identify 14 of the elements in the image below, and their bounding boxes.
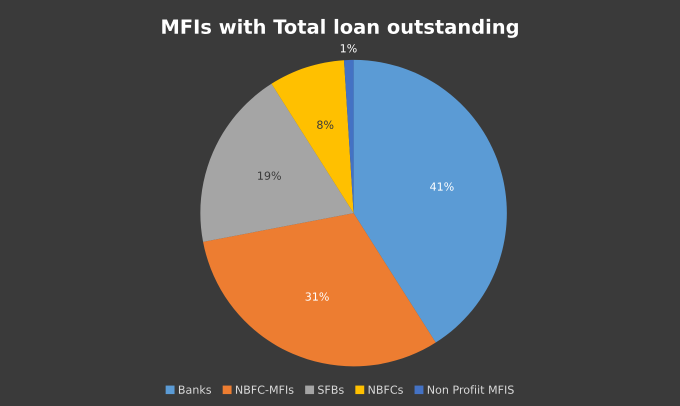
data-label: 41% — [430, 182, 454, 191]
legend-label: NBFC-MFIs — [236, 385, 294, 394]
data-label: 19% — [258, 171, 281, 180]
legend-label: NBFCs — [368, 385, 403, 394]
pie-slice — [200, 84, 354, 242]
legend-label: Non Profiit MFIS — [428, 385, 514, 394]
data-label: 8% — [317, 120, 334, 129]
data-label: 31% — [306, 292, 329, 301]
pie-slice — [354, 60, 507, 343]
data-label: 1% — [340, 44, 357, 52]
legend-label: Banks — [178, 385, 212, 394]
pie-slice — [203, 213, 436, 366]
legend-label: SFBs — [318, 385, 344, 394]
chart-title: MFIs with Total loan outstanding — [162, 18, 518, 38]
